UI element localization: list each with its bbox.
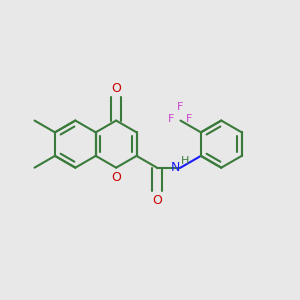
Text: H: H: [181, 157, 190, 166]
Text: F: F: [186, 114, 192, 124]
Text: O: O: [111, 82, 121, 94]
Text: F: F: [168, 114, 174, 124]
Text: F: F: [177, 102, 184, 112]
Text: O: O: [152, 194, 162, 207]
Text: N: N: [171, 161, 181, 174]
Text: O: O: [111, 171, 121, 184]
